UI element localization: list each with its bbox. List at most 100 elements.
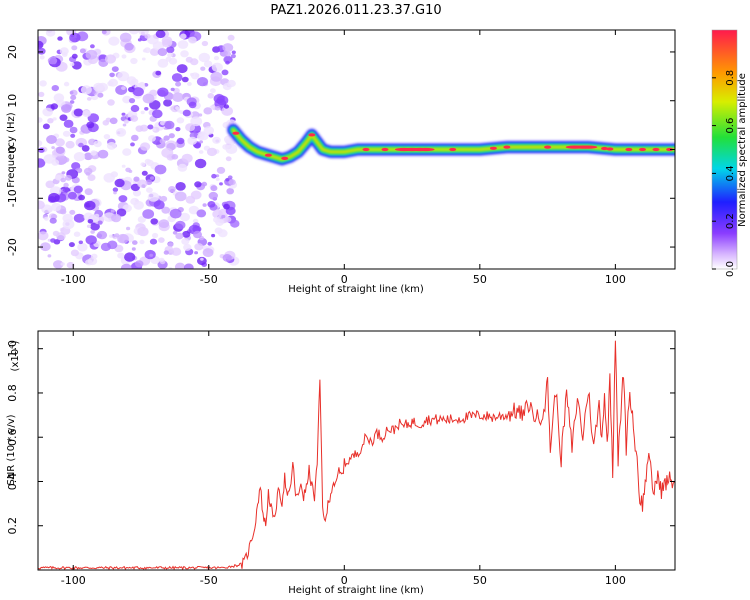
noise-blob xyxy=(157,58,169,68)
noise-blob xyxy=(126,226,131,231)
noise-blob xyxy=(193,142,201,149)
noise-blob xyxy=(227,175,233,180)
noise-blob xyxy=(132,240,138,245)
noise-blob xyxy=(78,142,84,148)
noise-blob xyxy=(139,239,145,245)
noise-blob xyxy=(38,91,45,97)
noise-blob xyxy=(55,138,65,147)
noise-blob xyxy=(38,47,46,55)
noise-blob xyxy=(194,243,204,251)
noise-blob xyxy=(77,242,88,252)
noise-blob xyxy=(223,55,233,64)
noise-blob xyxy=(155,70,162,76)
noise-blob xyxy=(62,130,71,137)
noise-blob xyxy=(163,135,170,141)
noise-blob xyxy=(183,243,192,251)
noise-blob xyxy=(190,116,203,127)
noise-blob xyxy=(81,145,90,152)
noise-blob xyxy=(167,242,174,248)
noise-blob xyxy=(129,30,139,35)
noise-blob xyxy=(141,57,146,61)
noise-blob xyxy=(207,241,212,246)
noise-blob xyxy=(160,195,168,202)
noise-blob xyxy=(51,202,62,212)
noise-blob xyxy=(172,230,178,235)
noise-blob xyxy=(42,123,50,130)
noise-blob xyxy=(117,252,125,259)
noise-blob xyxy=(139,81,145,87)
noise-blob xyxy=(137,226,149,237)
noise-blob xyxy=(73,213,85,223)
noise-blob xyxy=(213,216,221,223)
noise-blob xyxy=(90,150,97,156)
noise-blob xyxy=(223,104,230,109)
noise-blob xyxy=(188,101,197,109)
noise-blob xyxy=(57,36,63,41)
trace-peak xyxy=(625,147,633,152)
noise-blob xyxy=(112,187,119,192)
noise-blob xyxy=(142,209,155,219)
x-tick-label: -100 xyxy=(61,273,86,286)
x-tick-label: -50 xyxy=(200,574,218,587)
noise-blob xyxy=(73,185,83,194)
noise-blob xyxy=(150,218,158,225)
noise-blob xyxy=(122,148,132,156)
noise-blob xyxy=(111,213,122,223)
noise-blob xyxy=(61,104,72,113)
noise-blob xyxy=(50,238,56,243)
noise-blob xyxy=(78,240,84,245)
noise-blob xyxy=(49,217,57,224)
noise-blob xyxy=(68,191,77,200)
noise-region xyxy=(38,30,240,269)
noise-blob xyxy=(73,231,81,237)
noise-blob xyxy=(225,60,230,65)
noise-blob xyxy=(147,124,154,130)
noise-blob xyxy=(70,95,77,101)
noise-blob xyxy=(144,107,149,111)
noise-blob xyxy=(142,49,147,53)
x-tick-label: 50 xyxy=(473,574,487,587)
snr-series-line xyxy=(38,340,675,570)
noise-blob xyxy=(130,104,140,113)
noise-blob xyxy=(45,30,56,37)
noise-blob xyxy=(130,115,139,122)
colorbar-tick-label: 0.4 xyxy=(725,165,736,181)
x-tick-label: 100 xyxy=(605,273,626,286)
noise-blob xyxy=(69,62,75,67)
noise-blob xyxy=(154,164,167,175)
noise-blob xyxy=(47,254,52,258)
noise-blob xyxy=(87,113,100,123)
noise-blob xyxy=(85,172,91,176)
trace-peak xyxy=(416,147,435,152)
noise-blob xyxy=(90,222,100,231)
colorbar-label: Normalized spectral amplitude xyxy=(737,73,748,227)
noise-blob xyxy=(214,227,223,234)
noise-blob xyxy=(111,66,119,72)
noise-blob xyxy=(152,128,157,132)
trace-peak xyxy=(652,147,660,152)
y-tick-label: 20 xyxy=(6,45,19,59)
noise-blob xyxy=(207,93,215,99)
noise-blob xyxy=(197,256,207,266)
noise-blob xyxy=(109,72,115,78)
noise-blob xyxy=(86,121,95,129)
noise-blob xyxy=(219,182,223,186)
noise-blob xyxy=(161,206,170,214)
x-tick-label: 0 xyxy=(341,574,348,587)
noise-blob xyxy=(152,109,163,119)
noise-blob xyxy=(78,194,85,201)
noise-blob xyxy=(130,183,140,192)
noise-blob xyxy=(133,200,144,210)
y-tick-label: 0.2 xyxy=(6,517,19,535)
noise-blob xyxy=(80,85,92,95)
noise-blob xyxy=(108,36,120,46)
noise-blob xyxy=(211,173,217,179)
noise-blob xyxy=(117,71,130,82)
noise-blob xyxy=(130,57,138,65)
noise-blob xyxy=(69,100,75,104)
noise-blob xyxy=(161,147,174,158)
noise-blob xyxy=(116,208,127,217)
noise-blob xyxy=(159,138,166,144)
noise-blob xyxy=(140,110,145,115)
